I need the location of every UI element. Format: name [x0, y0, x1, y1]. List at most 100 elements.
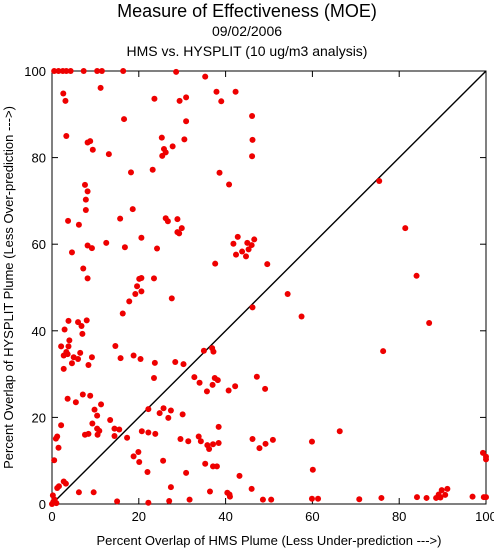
data-point [55, 444, 62, 451]
data-point [90, 489, 97, 496]
data-point [230, 240, 237, 247]
chart-subtitle: HMS vs. HYSPLIT (10 ug/m3 analysis) [126, 43, 368, 59]
data-point [269, 436, 276, 443]
data-point [245, 246, 252, 253]
data-point [156, 410, 163, 417]
data-point [437, 494, 444, 501]
data-point [249, 136, 256, 143]
data-point [81, 181, 88, 188]
data-point [180, 361, 187, 368]
data-point [79, 330, 86, 337]
data-point [183, 469, 190, 476]
data-point [98, 68, 105, 74]
data-point [176, 97, 183, 104]
data-point [60, 365, 67, 372]
data-point [120, 68, 127, 74]
x-tick-label: 0 [48, 509, 55, 524]
data-points [49, 68, 489, 507]
data-point [82, 206, 89, 213]
data-point [135, 449, 142, 456]
y-axis-label: Percent Overlap of HYSPLIT Plume (Less O… [1, 106, 16, 469]
data-point [239, 248, 246, 255]
data-point [166, 497, 173, 504]
data-point [216, 169, 223, 176]
data-point [151, 95, 158, 102]
y-tick-label: 20 [32, 410, 46, 425]
data-point [203, 388, 210, 395]
data-point [111, 433, 118, 440]
data-point [215, 423, 222, 430]
data-point [168, 295, 175, 302]
data-point [177, 436, 184, 443]
y-tick-label: 0 [39, 497, 46, 512]
data-point [117, 355, 124, 362]
data-point [67, 68, 74, 74]
data-point [138, 234, 145, 241]
data-point [134, 283, 141, 290]
data-point [413, 272, 420, 279]
data-point [129, 206, 136, 213]
data-point [236, 472, 243, 479]
data-point [442, 491, 449, 498]
data-point [85, 362, 92, 369]
data-point [356, 496, 363, 503]
data-point [105, 151, 112, 158]
data-point [75, 355, 82, 362]
data-point [65, 317, 72, 324]
data-point [58, 422, 65, 429]
data-point [150, 275, 157, 282]
data-point [380, 348, 387, 355]
data-point [209, 381, 216, 388]
data-point [84, 188, 91, 195]
data-point [185, 438, 192, 445]
data-point [308, 438, 315, 445]
data-point [413, 494, 420, 501]
x-axis: 0 20 40 60 80 100 [48, 71, 494, 524]
y-tick-label: 60 [32, 237, 46, 252]
data-point [121, 244, 128, 251]
data-point [114, 498, 121, 505]
data-point [206, 488, 213, 495]
diagonal-reference-line [51, 70, 487, 505]
data-point [376, 177, 383, 184]
data-point [167, 484, 174, 491]
data-point [196, 379, 203, 386]
data-point [336, 428, 343, 435]
data-point [253, 373, 260, 380]
data-point [152, 430, 159, 437]
data-point [178, 225, 185, 232]
data-point [77, 349, 84, 356]
chart-title: Measure of Effectiveness (MOE) [117, 1, 377, 21]
data-point [138, 428, 145, 435]
data-point [149, 166, 156, 173]
data-point [54, 484, 61, 491]
data-point [87, 392, 94, 399]
data-point [96, 427, 103, 434]
data-point [402, 225, 409, 232]
data-point [150, 374, 157, 381]
data-point [80, 68, 87, 74]
data-point [130, 453, 137, 460]
data-point [64, 351, 71, 358]
data-point [51, 457, 58, 464]
data-point [284, 290, 291, 297]
data-point [107, 416, 114, 423]
data-point [210, 441, 217, 448]
data-point [145, 429, 152, 436]
data-point [160, 405, 167, 412]
data-point [259, 496, 266, 503]
data-point [89, 420, 96, 427]
data-point [72, 399, 79, 406]
data-point [167, 407, 174, 414]
data-point [121, 116, 128, 123]
x-tick-label: 20 [132, 509, 146, 524]
data-point [378, 494, 385, 501]
data-point [64, 395, 71, 402]
data-point [483, 453, 489, 460]
y-tick-label: 100 [24, 64, 46, 79]
data-point [251, 236, 258, 243]
data-point [88, 245, 95, 252]
data-point [75, 221, 82, 228]
data-point [469, 493, 476, 500]
data-point [249, 113, 256, 120]
